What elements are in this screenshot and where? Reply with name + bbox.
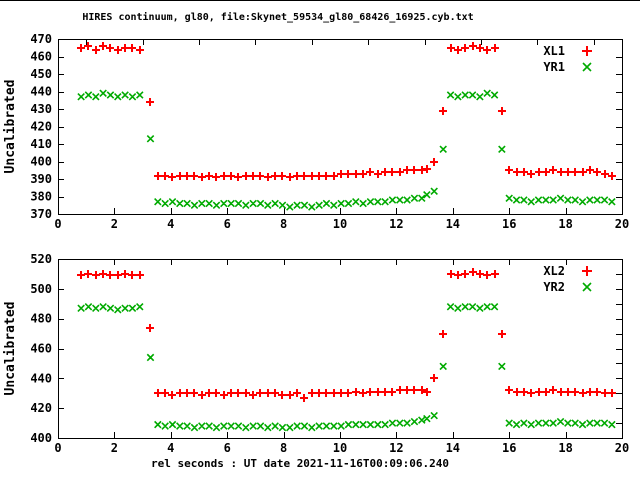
legend-marker-YR1: [582, 62, 592, 72]
plot-border: [58, 259, 623, 439]
legend-label-XL2: XL2: [543, 264, 565, 278]
tick-marks: [58, 39, 623, 215]
legend-marker-YR2: [582, 282, 592, 292]
x-tick-label: 0: [54, 441, 61, 455]
x-tick-label: 10: [333, 441, 347, 455]
tick-marks: [58, 259, 623, 439]
y-tick-label: 420: [30, 120, 52, 134]
series-YR2-markers: [77, 302, 616, 432]
x-tick-label: 8: [280, 217, 287, 231]
x-tick-label: 18: [558, 217, 572, 231]
legend-marker-XL2: [582, 266, 592, 276]
series-XL1-markers: [77, 42, 616, 181]
y-tick-label: 480: [30, 312, 52, 326]
y-tick-label: 390: [30, 172, 52, 186]
x-tick-label: 6: [224, 441, 231, 455]
y-tick-label: 520: [30, 252, 52, 266]
chart-title: HIRES continuum, gl80, file:Skynet_59534…: [82, 12, 474, 23]
x-tick-label: 2: [111, 441, 118, 455]
x-tick-label: 12: [389, 441, 403, 455]
y-tick-label: 410: [30, 137, 52, 151]
x-axis-label: rel seconds : UT date 2021-11-16T00:09:0…: [150, 457, 450, 470]
y-tick-label: 450: [30, 67, 52, 81]
x-tick-label: 2: [111, 217, 118, 231]
y-tick-label: 430: [30, 102, 52, 116]
y-tick-label: 380: [30, 190, 52, 204]
y-axis-title: Uncalibrated: [3, 302, 18, 396]
y-tick-label: 420: [30, 401, 52, 415]
legend-label-XL1: XL1: [543, 44, 565, 58]
x-tick-label: 20: [615, 441, 629, 455]
x-tick-label: 18: [558, 441, 572, 455]
y-tick-label: 440: [30, 85, 52, 99]
y-tick-label: 370: [30, 207, 52, 221]
legend-marker-XL1: [582, 46, 592, 56]
x-tick-label: 14: [446, 441, 460, 455]
y-tick-label: 460: [30, 342, 52, 356]
x-tick-label: 0: [54, 217, 61, 231]
plot-panel-bottom: 0 2 4 6 8 10 12 14 16 18 20 400 420 440 460 480 500 520 Un…: [3, 252, 629, 455]
x-tick-label: 12: [389, 217, 403, 231]
x-tick-label: 4: [167, 217, 174, 231]
y-tick-label: 400: [30, 431, 52, 445]
x-tick-label: 8: [280, 441, 287, 455]
y-tick-label: 440: [30, 371, 52, 385]
y-tick-label: 400: [30, 155, 52, 169]
y-tick-label: 470: [30, 32, 52, 46]
series-YR1-markers: [77, 89, 616, 211]
x-tick-label: 4: [167, 441, 174, 455]
legend-label-YR2: YR2: [543, 280, 565, 294]
x-tick-label: 20: [615, 217, 629, 231]
x-tick-label: 14: [446, 217, 460, 231]
series-XL2-markers: [77, 268, 616, 402]
plot-panel-top: 0 2 4 6 8 10 12 14 16 18 20 370 380 390 400 410 420 430 44…: [3, 32, 629, 231]
legend-label-YR1: YR1: [543, 60, 565, 74]
x-tick-label: 16: [502, 217, 516, 231]
y-tick-label: 460: [30, 50, 52, 64]
y-axis-title: Uncalibrated: [3, 80, 18, 174]
y-tick-label: 500: [30, 282, 52, 296]
plot-border: [58, 39, 623, 215]
x-tick-label: 10: [333, 217, 347, 231]
x-tick-label: 16: [502, 441, 516, 455]
x-tick-label: 6: [224, 217, 231, 231]
